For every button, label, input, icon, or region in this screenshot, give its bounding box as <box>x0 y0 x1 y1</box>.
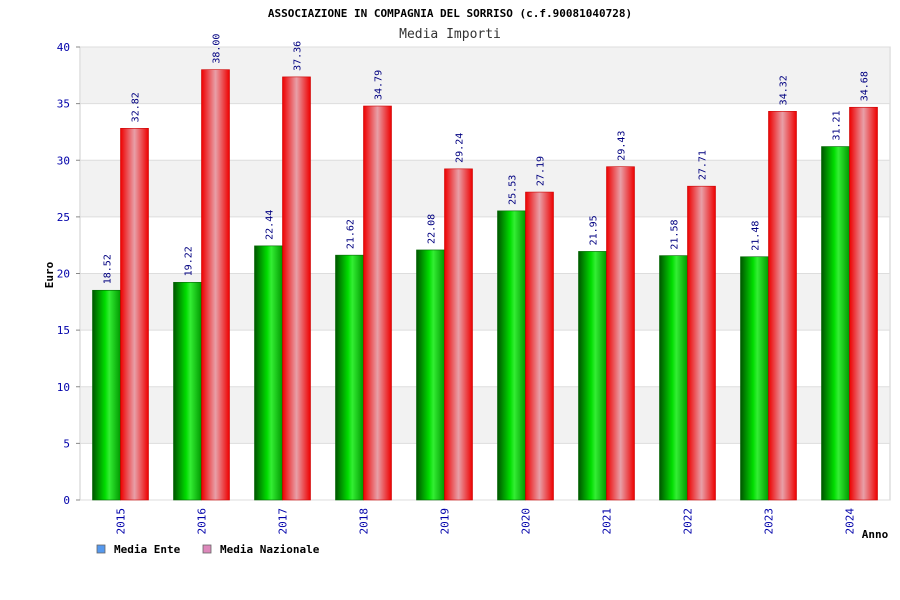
y-tick-label: 0 <box>63 494 70 507</box>
legend-swatch <box>202 544 212 554</box>
value-label: 22.44 <box>265 210 276 240</box>
x-tick-label: 2017 <box>277 508 290 535</box>
bar-media-nazionale-2022 <box>687 185 716 501</box>
y-axis-ticks: 0 5 10 15 20 25 30 35 40 <box>57 41 70 507</box>
value-label: 34.32 <box>779 75 790 105</box>
y-tick-label: 40 <box>57 41 70 54</box>
value-label: 21.58 <box>670 219 681 249</box>
legend-entry: Media Nazionale <box>220 543 320 556</box>
bar-media-nazionale-2017 <box>282 76 311 501</box>
value-label: 21.62 <box>346 219 357 249</box>
x-tick-label: 2016 <box>196 508 209 535</box>
value-label: 38.00 <box>212 34 223 64</box>
x-axis-ticks: 2015 2016 2017 2018 2019 2020 2021 2022 2023 2024 <box>115 508 857 535</box>
y-tick-label: 35 <box>57 98 70 111</box>
bars <box>92 69 878 501</box>
bar-media-ente-2017 <box>254 245 283 501</box>
x-axis-label: Anno <box>862 528 889 541</box>
y-tick-label: 25 <box>57 211 70 224</box>
x-tick-label: 2023 <box>763 508 776 535</box>
chart-subtitle: Media Importi <box>399 27 501 42</box>
x-tick-label: 2019 <box>439 508 452 535</box>
bar-media-nazionale-2015 <box>120 128 149 501</box>
bar-media-ente-2023 <box>740 256 769 501</box>
x-tick-label: 2021 <box>601 508 614 535</box>
bar-media-nazionale-2018 <box>363 105 392 501</box>
legend-swatch <box>96 544 106 554</box>
x-tick-label: 2015 <box>115 508 128 535</box>
value-label: 21.95 <box>589 215 600 245</box>
bar-media-ente-2018 <box>335 254 364 501</box>
value-label: 21.48 <box>751 221 762 251</box>
value-label: 19.22 <box>184 246 195 276</box>
y-tick-label: 10 <box>57 381 70 394</box>
y-tick-label: 20 <box>57 268 70 281</box>
value-label: 27.19 <box>536 156 547 186</box>
value-label: 18.52 <box>103 254 114 284</box>
bar-media-nazionale-2023 <box>768 111 797 501</box>
legend-entry: Media Ente <box>114 543 181 556</box>
value-label: 22.08 <box>427 214 438 244</box>
bar-media-ente-2019 <box>416 249 445 501</box>
x-tick-label: 2024 <box>844 508 857 535</box>
value-label: 29.24 <box>455 133 466 163</box>
bar-media-ente-2020 <box>497 210 526 501</box>
value-labels: 18.52 32.82 19.22 38.00 22.44 37.36 21.62 34.79… <box>103 34 871 285</box>
bar-media-ente-2015 <box>92 289 121 501</box>
value-label: 34.79 <box>374 70 385 100</box>
value-label: 29.43 <box>617 131 628 161</box>
value-label: 25.53 <box>508 175 519 205</box>
bar-media-nazionale-2020 <box>525 191 554 501</box>
chart-title: ASSOCIAZIONE IN COMPAGNIA DEL SORRISO (c… <box>268 7 632 20</box>
bar-media-nazionale-2016 <box>201 69 230 501</box>
y-axis-label: Euro <box>43 261 56 288</box>
bar-media-nazionale-2021 <box>606 166 635 501</box>
value-label: 31.21 <box>832 110 843 140</box>
y-tick-label: 15 <box>57 324 70 337</box>
x-tick-label: 2022 <box>682 508 695 535</box>
y-tick-label: 5 <box>63 437 70 450</box>
value-label: 27.71 <box>698 150 709 180</box>
bar-media-ente-2024 <box>821 146 850 501</box>
value-label: 32.82 <box>131 92 142 122</box>
x-tick-label: 2020 <box>520 508 533 535</box>
bar-media-nazionale-2019 <box>444 168 473 501</box>
value-label: 34.68 <box>860 71 871 101</box>
value-label: 37.36 <box>293 41 304 71</box>
bar-media-ente-2022 <box>659 255 688 501</box>
bar-media-nazionale-2024 <box>849 106 878 501</box>
y-tick-label: 30 <box>57 154 70 167</box>
bar-media-ente-2021 <box>578 251 607 501</box>
bar-media-ente-2016 <box>173 282 202 501</box>
legend: Media Ente Media Nazionale <box>96 543 320 556</box>
x-tick-label: 2018 <box>358 508 371 535</box>
